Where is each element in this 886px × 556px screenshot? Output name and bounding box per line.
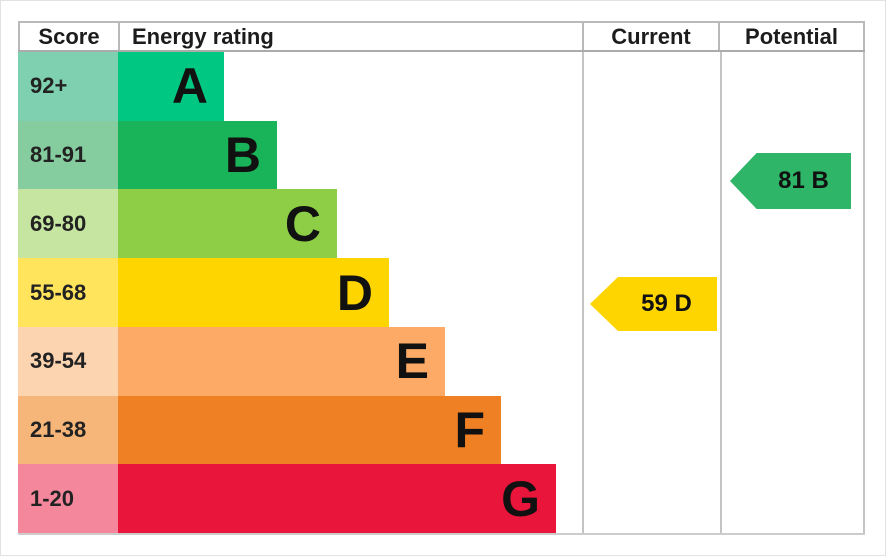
header-current: Current xyxy=(582,23,718,50)
score-label-c: 69-80 xyxy=(30,210,87,236)
band-bar-b: B xyxy=(118,120,277,190)
current-column-left-border xyxy=(582,52,584,533)
header-energy-rating: Energy rating xyxy=(118,23,582,50)
current-rating-label: 59 D xyxy=(641,290,692,317)
header-potential: Potential xyxy=(718,23,865,50)
score-label-b: 81-91 xyxy=(30,142,87,168)
score-cell-e: 39-54 xyxy=(18,326,118,396)
band-row-g: 1-20 G xyxy=(18,464,865,534)
epc-rating-table: Score Energy rating Current Potential 92… xyxy=(18,21,865,535)
band-row-b: 81-91 B xyxy=(18,120,865,190)
band-bar-a: A xyxy=(118,52,224,121)
band-letter-g: G xyxy=(501,470,540,527)
score-label-e: 39-54 xyxy=(30,348,87,374)
score-label-g: 1-20 xyxy=(30,485,75,511)
band-letter-d: D xyxy=(336,264,373,321)
band-row-a: 92+ A xyxy=(18,52,865,121)
header-score: Score xyxy=(18,23,118,50)
score-label-a: 92+ xyxy=(30,73,68,99)
band-bar-g: G xyxy=(118,464,556,534)
band-rows: 92+ A 81-91 B 69-80 C 55-68 xyxy=(18,52,865,534)
score-cell-c: 69-80 xyxy=(18,189,118,259)
band-bar-f: F xyxy=(118,395,501,465)
band-row-d: 55-68 D xyxy=(18,258,865,327)
band-letter-c: C xyxy=(284,195,321,252)
band-bar-d: D xyxy=(118,258,389,327)
band-row-e: 39-54 E xyxy=(18,326,865,396)
potential-column-left-border xyxy=(720,52,722,533)
score-cell-b: 81-91 xyxy=(18,120,118,190)
band-letter-b: B xyxy=(224,127,261,184)
band-letter-f: F xyxy=(454,401,485,458)
score-cell-d: 55-68 xyxy=(18,258,118,327)
band-bar-c: C xyxy=(118,189,337,259)
potential-rating-arrow: 81 B xyxy=(730,153,851,209)
score-cell-g: 1-20 xyxy=(18,464,118,534)
score-cell-f: 21-38 xyxy=(18,395,118,465)
band-letter-e: E xyxy=(395,333,429,390)
table-header-row: Score Energy rating Current Potential xyxy=(18,21,865,52)
score-cell-a: 92+ xyxy=(18,52,118,121)
table-right-border xyxy=(863,52,865,533)
potential-rating-label: 81 B xyxy=(778,167,829,194)
current-rating-arrow: 59 D xyxy=(590,277,717,331)
score-label-f: 21-38 xyxy=(30,416,87,442)
band-row-f: 21-38 F xyxy=(18,395,865,465)
band-letter-a: A xyxy=(171,58,208,115)
band-bar-e: E xyxy=(118,326,445,396)
band-row-c: 69-80 C xyxy=(18,189,865,259)
score-label-d: 55-68 xyxy=(30,279,87,305)
